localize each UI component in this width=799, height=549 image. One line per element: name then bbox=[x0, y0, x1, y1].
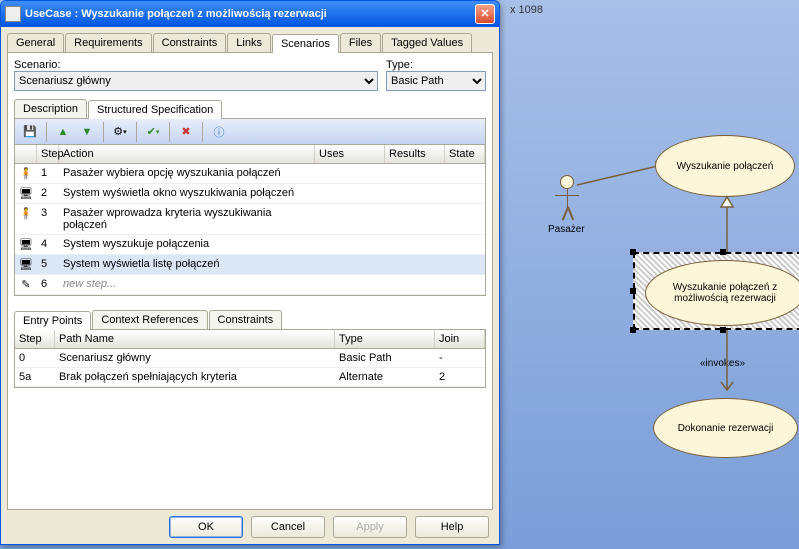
resize-handle[interactable] bbox=[720, 249, 726, 255]
delete-icon[interactable]: ✖ bbox=[175, 121, 197, 143]
info-icon[interactable]: ⓘ bbox=[208, 121, 230, 143]
move-up-icon[interactable]: ▲ bbox=[52, 121, 74, 143]
steps-toolbar: 💾 ▲ ▼ ⚙▾ ✔▾ ✖ ⓘ bbox=[14, 119, 486, 145]
usecase-2[interactable]: Wyszukanie połączeń z możliwością rezerw… bbox=[645, 260, 799, 326]
accept-icon[interactable]: ✔▾ bbox=[142, 121, 164, 143]
window-title: UseCase : Wyszukanie połączeń z możliwoś… bbox=[25, 8, 475, 20]
table-row[interactable]: 0Scenariusz głównyBasic Path- bbox=[15, 349, 485, 368]
apply-button[interactable]: Apply bbox=[333, 516, 407, 538]
usecase-1[interactable]: Wyszukanie połączeń bbox=[655, 135, 795, 197]
paths-header: Step Path Name Type Join bbox=[15, 330, 485, 349]
usecase-3[interactable]: Dokonanie rezerwacji bbox=[653, 398, 798, 458]
tab-files[interactable]: Files bbox=[340, 33, 381, 52]
steps-header: Step Action Uses Results State bbox=[15, 145, 485, 164]
resize-handle[interactable] bbox=[630, 249, 636, 255]
help-button[interactable]: Help bbox=[415, 516, 489, 538]
diagram-canvas[interactable]: Pasażer Wyszukanie połączeń Wyszukanie p… bbox=[505, 20, 799, 549]
actor-arms-icon bbox=[555, 195, 579, 196]
scenario-select[interactable]: Scenariusz główny bbox=[14, 71, 378, 91]
table-row[interactable]: 🧍3Pasażer wprowadza kryteria wyszukiwani… bbox=[15, 204, 485, 235]
canvas-dimensions: x 1098 bbox=[510, 4, 543, 16]
titlebar[interactable]: UseCase : Wyszukanie połączeń z możliwoś… bbox=[1, 1, 499, 27]
tab-constraints[interactable]: Constraints bbox=[153, 33, 227, 52]
table-row[interactable]: 5aBrak połączeń spełniających kryteriaAl… bbox=[15, 368, 485, 387]
table-row[interactable]: 🖥2System wyświetla okno wyszukiwania poł… bbox=[15, 184, 485, 204]
step-type-icon: 🧍 bbox=[15, 204, 37, 223]
table-row[interactable]: 🖥4System wyszukuje połączenia bbox=[15, 235, 485, 255]
step-type-icon: 🖥 bbox=[15, 184, 37, 203]
type-label: Type: bbox=[386, 59, 486, 71]
paths-subtabs: Entry PointsContext ReferencesConstraint… bbox=[14, 310, 486, 330]
subtab-description[interactable]: Description bbox=[14, 99, 87, 118]
tab-requirements[interactable]: Requirements bbox=[65, 33, 151, 52]
table-row[interactable]: 🧍1Pasażer wybiera opcję wyszukania połąc… bbox=[15, 164, 485, 184]
pathtab-context-references[interactable]: Context References bbox=[92, 310, 207, 329]
cancel-button[interactable]: Cancel bbox=[251, 516, 325, 538]
button-bar: OK Cancel Apply Help bbox=[1, 510, 499, 544]
main-tabs: GeneralRequirementsConstraintsLinksScena… bbox=[7, 33, 493, 53]
pathtab-entry-points[interactable]: Entry Points bbox=[14, 311, 91, 330]
step-type-icon: 🧍 bbox=[15, 164, 37, 183]
actor-leg-right-icon bbox=[567, 207, 574, 221]
usecase-dialog: UseCase : Wyszukanie połączeń z możliwoś… bbox=[0, 0, 500, 545]
tab-tagged-values[interactable]: Tagged Values bbox=[382, 33, 472, 52]
pathtab-constraints[interactable]: Constraints bbox=[209, 310, 283, 329]
actor-head-icon bbox=[560, 175, 574, 189]
save-icon[interactable]: 💾 bbox=[19, 121, 41, 143]
association-line bbox=[577, 160, 667, 190]
resize-handle[interactable] bbox=[630, 288, 636, 294]
steps-grid[interactable]: Step Action Uses Results State 🧍1Pasażer… bbox=[14, 145, 486, 296]
tab-scenarios[interactable]: Scenarios bbox=[272, 34, 339, 53]
generalization-line bbox=[721, 197, 733, 255]
selection-frame: Wyszukanie połączeń z możliwością rezerw… bbox=[633, 252, 799, 330]
invokes-line bbox=[721, 330, 733, 400]
window-icon bbox=[5, 6, 21, 22]
spec-subtabs: DescriptionStructured Specification bbox=[14, 99, 486, 119]
step-type-icon: 🖥 bbox=[15, 235, 37, 254]
resize-handle[interactable] bbox=[630, 327, 636, 333]
scenarios-pane: Scenario: Scenariusz główny Type: Basic … bbox=[7, 53, 493, 510]
subtab-structured-specification[interactable]: Structured Specification bbox=[88, 100, 222, 119]
tab-links[interactable]: Links bbox=[227, 33, 271, 52]
step-type-icon: 🖥 bbox=[15, 255, 37, 274]
tree-icon[interactable]: ⚙▾ bbox=[109, 121, 131, 143]
close-icon[interactable]: ✕ bbox=[475, 4, 495, 24]
move-down-icon[interactable]: ▼ bbox=[76, 121, 98, 143]
type-select[interactable]: Basic Path bbox=[386, 71, 486, 91]
table-row[interactable]: 🖥5System wyświetla listę połączeń bbox=[15, 255, 485, 275]
scenario-label: Scenario: bbox=[14, 59, 378, 71]
tab-general[interactable]: General bbox=[7, 33, 64, 52]
actor-body-icon bbox=[567, 189, 568, 207]
table-row[interactable]: ✎6new step... bbox=[15, 275, 485, 295]
ok-button[interactable]: OK bbox=[169, 516, 243, 538]
actor-label: Pasażer bbox=[548, 224, 585, 235]
step-type-icon: ✎ bbox=[15, 275, 37, 294]
paths-grid[interactable]: Step Path Name Type Join 0Scenariusz głó… bbox=[14, 330, 486, 388]
